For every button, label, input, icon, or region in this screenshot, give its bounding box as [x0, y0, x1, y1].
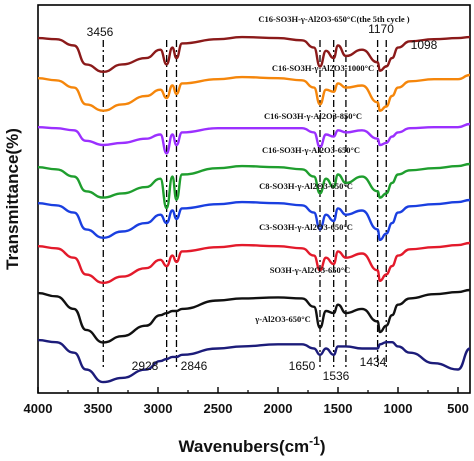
- peak-labels: 3456 2928 2846 1650 1536 1434 1170 1098: [87, 22, 438, 383]
- x-tick-label: 500: [447, 401, 469, 416]
- curve-labels: C16-SO3H-γ-Al2O3-650°C(the 5th cycle ) C1…: [254, 14, 410, 324]
- spectra-curves: [37, 35, 471, 384]
- plot-frame: [37, 4, 471, 394]
- x-axis-title: Wavenubers(cm-1): [178, 434, 325, 456]
- spectrum-line: [37, 288, 471, 344]
- x-tick-label: 1000: [384, 401, 413, 416]
- peak-label: 1098: [411, 38, 438, 52]
- curve-label: C16-SO3H-γ-Al2O3-850°C: [264, 111, 362, 121]
- peak-label: 1434: [360, 355, 387, 369]
- curve-label: C3-SO3H-γ-Al2O3-650°C: [259, 222, 353, 232]
- x-tick-label: 2500: [204, 401, 233, 416]
- curve-label: C16-SO3H-γ-Al2O3-650°C: [262, 145, 360, 155]
- x-tick-label: 3000: [144, 401, 173, 416]
- spectrum-line: [37, 162, 471, 210]
- curve-label: γ-Al2O3-650°C: [254, 314, 311, 324]
- spectrum-line: [37, 198, 471, 242]
- peak-label: 2846: [181, 359, 208, 373]
- peak-label: 1536: [323, 369, 350, 383]
- x-axis-ticks: 4000 3500 3000 2500 2000 1500 1000 500: [24, 387, 469, 416]
- spectrum-line: [37, 122, 471, 155]
- y-axis-title: Transmittance(%): [3, 128, 22, 270]
- curve-label: C8-SO3H-γ-Al2O3-650°C: [259, 181, 353, 191]
- reference-lines: [102, 40, 387, 370]
- curve-label: C16-SO3H-γ-Al2O3-1000°C: [272, 63, 374, 73]
- spectrum-line: [37, 241, 471, 285]
- x-tick-label: 2000: [264, 401, 293, 416]
- x-tick-label: 1500: [324, 401, 353, 416]
- peak-label: 3456: [87, 25, 114, 39]
- curve-label: C16-SO3H-γ-Al2O3-650°C(the 5th cycle ): [258, 14, 409, 24]
- spectrum-line: [37, 338, 471, 384]
- x-tick-label: 3500: [84, 401, 113, 416]
- spectrum-line: [37, 73, 471, 112]
- spectrum-line: [37, 35, 471, 73]
- peak-label: 1170: [368, 22, 394, 36]
- x-tick-label: 4000: [24, 401, 53, 416]
- curve-label: SO3H-γ-Al2O3-650°C: [270, 265, 351, 275]
- peak-label: 1650: [289, 359, 316, 373]
- peak-label: 2928: [132, 359, 159, 373]
